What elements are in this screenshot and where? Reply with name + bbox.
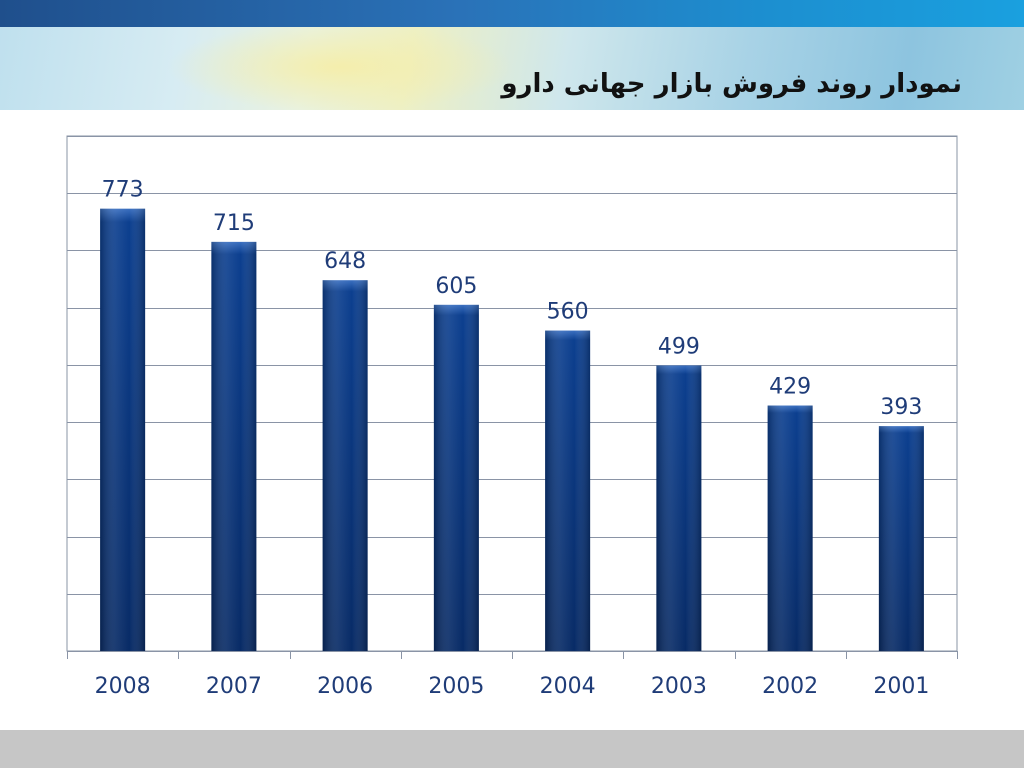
title-banner: نمودار روند فروش بازار جهانی دارو	[0, 27, 1024, 110]
bar-2006	[322, 280, 368, 651]
bars	[100, 208, 924, 651]
bar-2004	[545, 330, 591, 651]
data-label-2004: 560	[547, 300, 589, 325]
data-label-2005: 605	[435, 274, 477, 299]
data-labels: 773 715 648 605 560 499 429 393	[102, 178, 923, 420]
bar-2005	[433, 304, 479, 651]
bar-shading	[545, 330, 591, 651]
x-tick-label-2006: 2006	[317, 674, 373, 699]
top-decorative-strip	[0, 0, 1024, 27]
data-label-2008: 773	[102, 178, 144, 203]
x-tick-label-2002: 2002	[762, 674, 818, 699]
bar-shading	[433, 304, 479, 651]
data-label-2007: 715	[213, 211, 255, 236]
gridlines	[67, 136, 957, 595]
bar-2002	[767, 405, 813, 651]
bar-shading	[100, 208, 146, 651]
plot-area-frame	[66, 135, 958, 652]
x-tick-label-2008: 2008	[95, 674, 151, 699]
bar-shading	[211, 241, 257, 651]
bar-shading	[767, 405, 813, 651]
bar-2008	[100, 208, 146, 651]
bar-2001	[878, 426, 924, 651]
x-tick-label-2003: 2003	[651, 674, 707, 699]
x-tick-label-2005: 2005	[428, 674, 484, 699]
data-label-2001: 393	[880, 395, 922, 420]
x-tick-label-2004: 2004	[540, 674, 596, 699]
x-tick-label-2001: 2001	[873, 674, 929, 699]
data-label-2006: 648	[324, 249, 366, 274]
bar-2003	[656, 365, 702, 651]
data-label-2003: 499	[658, 334, 700, 359]
slide-title: نمودار روند فروش بازار جهانی دارو	[501, 69, 962, 99]
bar-shading	[656, 365, 702, 651]
bar-2007	[211, 241, 257, 651]
bar-shading	[322, 280, 368, 651]
x-tick-label-2007: 2007	[206, 674, 262, 699]
bar-shading	[878, 426, 924, 651]
footer-bar	[0, 730, 1024, 768]
data-label-2002: 429	[769, 375, 811, 400]
x-axis: 2008 2007 2006 2005 2004 2003 2002 2001	[67, 651, 958, 699]
